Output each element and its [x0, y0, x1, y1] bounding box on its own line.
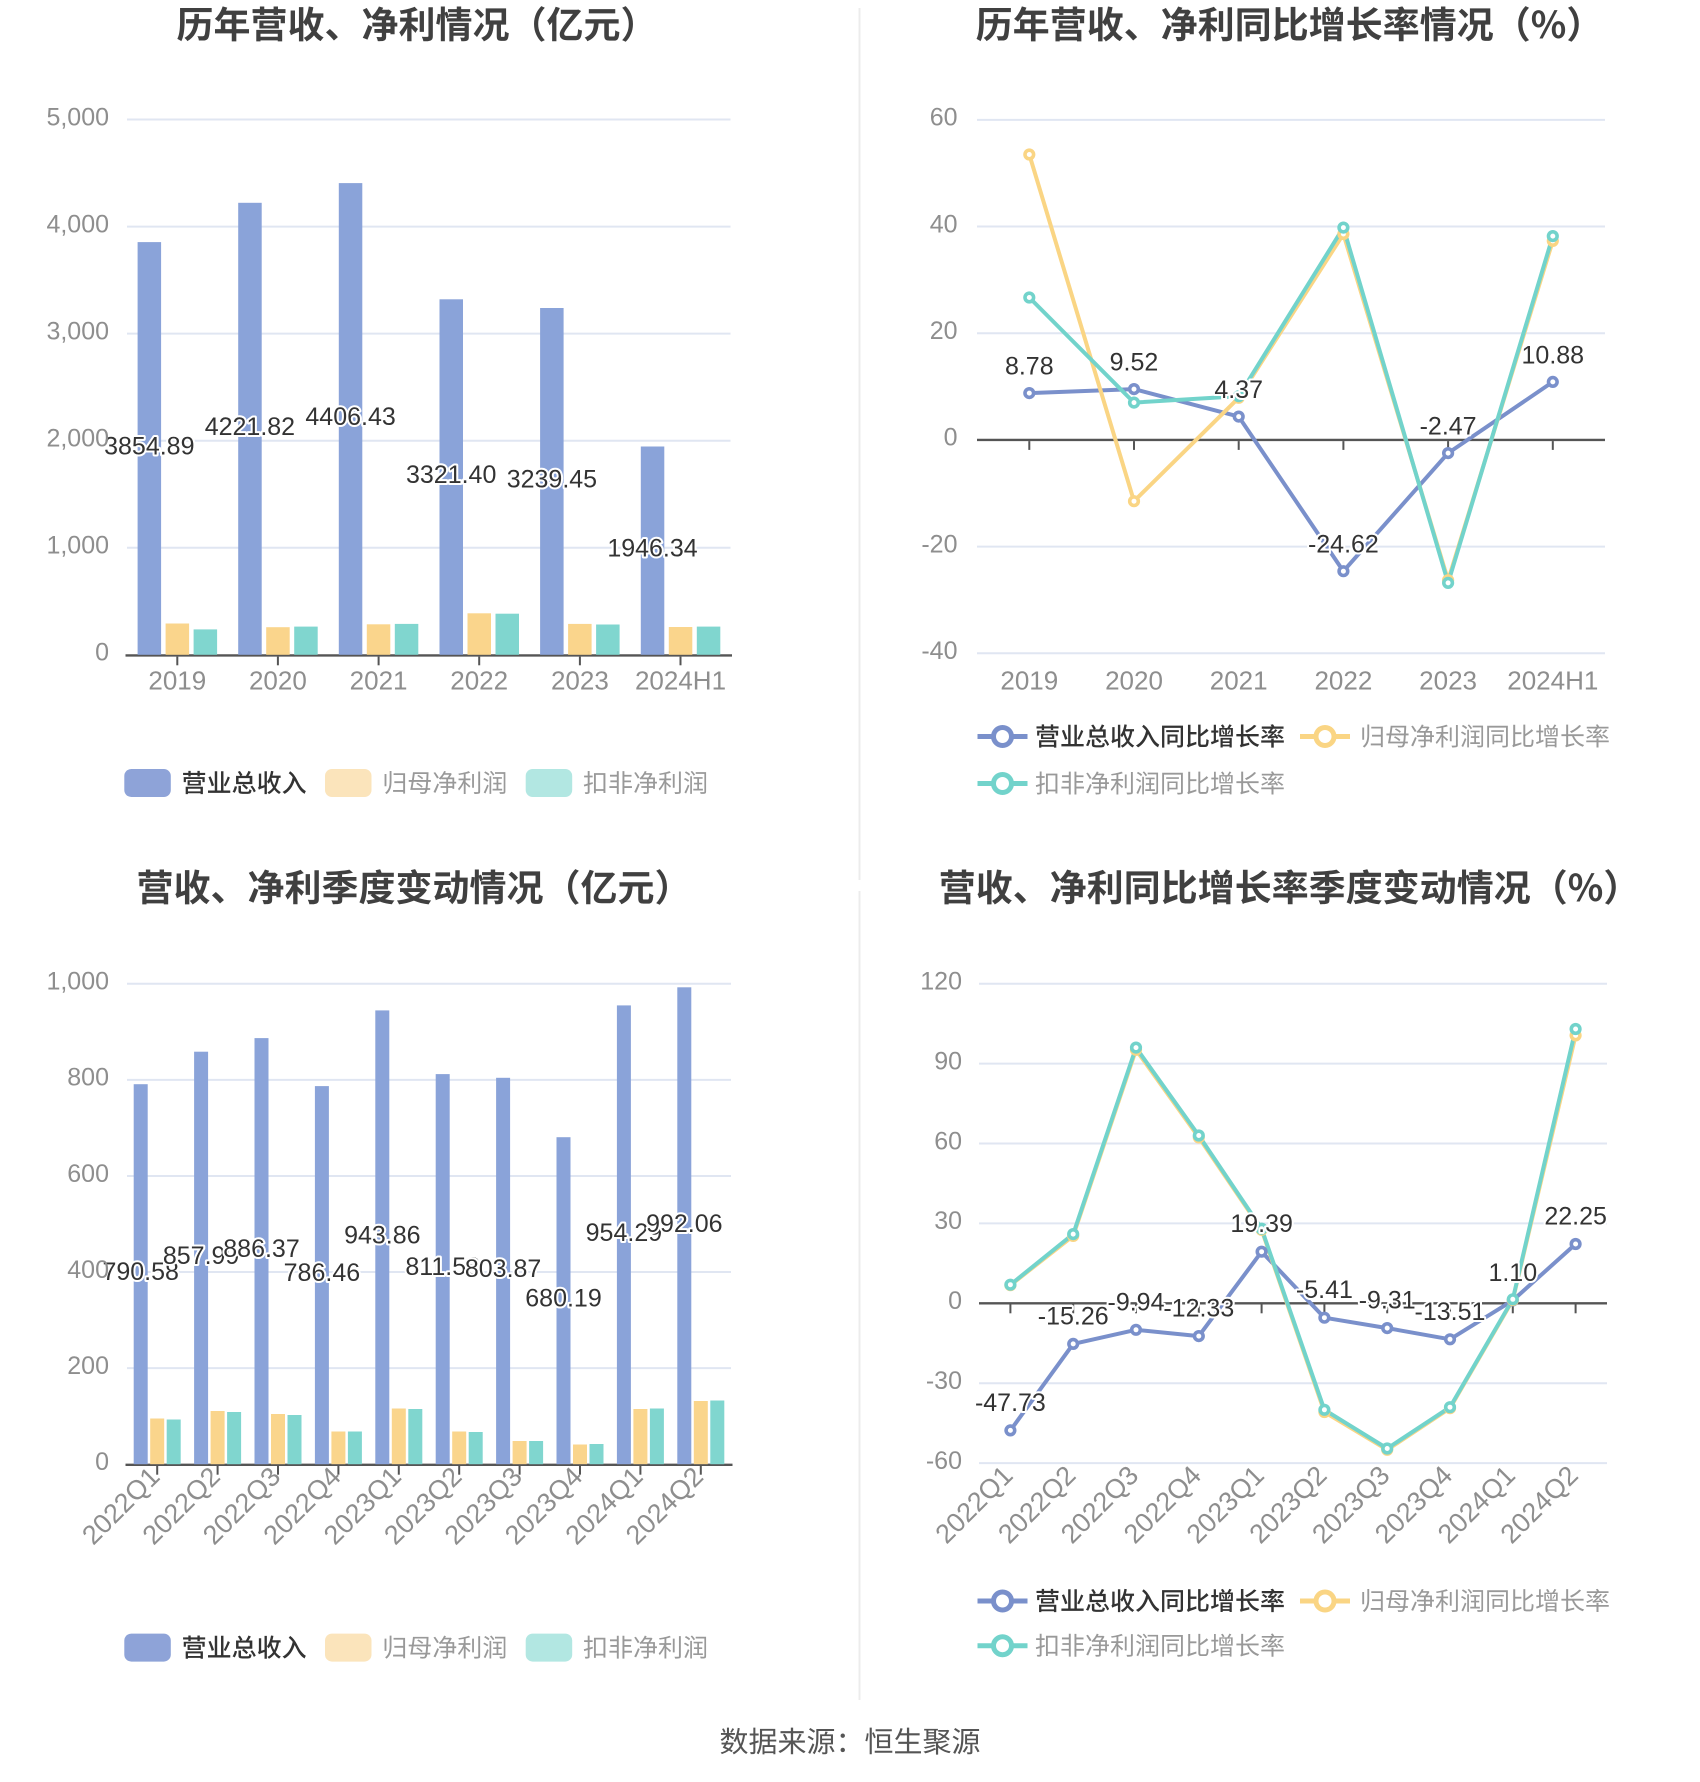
svg-text:0: 0: [95, 1448, 109, 1476]
svg-text:-40: -40: [921, 637, 957, 665]
svg-text:-24.62: -24.62: [1308, 531, 1379, 559]
svg-text:20: 20: [930, 317, 958, 345]
svg-text:803.87: 803.87: [465, 1255, 541, 1283]
svg-text:-30: -30: [926, 1367, 962, 1395]
svg-text:680.19: 680.19: [525, 1285, 601, 1313]
svg-text:-15.26: -15.26: [1038, 1302, 1109, 1330]
svg-text:857.99: 857.99: [163, 1242, 239, 1270]
svg-text:4.37: 4.37: [1214, 376, 1263, 404]
svg-text:3,000: 3,000: [46, 317, 109, 345]
svg-text:2019: 2019: [1000, 666, 1058, 696]
svg-text:2023: 2023: [551, 666, 609, 696]
svg-text:992.06: 992.06: [646, 1210, 722, 1238]
svg-text:-12.33: -12.33: [1163, 1295, 1234, 1323]
svg-text:-60: -60: [926, 1447, 962, 1475]
svg-text:19.39: 19.39: [1230, 1210, 1293, 1238]
svg-text:2022: 2022: [1314, 666, 1372, 696]
svg-text:2020: 2020: [1105, 666, 1163, 696]
svg-text:60: 60: [934, 1127, 962, 1155]
svg-text:2024H1: 2024H1: [635, 666, 726, 696]
svg-text:0: 0: [944, 424, 958, 452]
svg-text:22.25: 22.25: [1544, 1203, 1607, 1231]
svg-text:-9.31: -9.31: [1359, 1287, 1416, 1315]
svg-text:2024H1: 2024H1: [1507, 666, 1598, 696]
svg-text:2023: 2023: [1419, 666, 1477, 696]
svg-text:943.86: 943.86: [344, 1221, 420, 1249]
svg-text:-5.41: -5.41: [1296, 1276, 1353, 1304]
svg-text:2,000: 2,000: [46, 425, 109, 453]
svg-text:400: 400: [67, 1256, 109, 1284]
svg-text:1946.34: 1946.34: [607, 535, 697, 563]
svg-text:-47.73: -47.73: [975, 1389, 1046, 1417]
svg-text:40: 40: [930, 210, 958, 238]
svg-text:9.52: 9.52: [1110, 349, 1159, 377]
svg-text:3321.40: 3321.40: [406, 461, 496, 489]
svg-text:60: 60: [930, 104, 958, 132]
svg-text:5,000: 5,000: [46, 103, 109, 131]
svg-text:1.10: 1.10: [1488, 1259, 1537, 1287]
svg-text:4406.43: 4406.43: [305, 403, 395, 431]
svg-text:-9.94: -9.94: [1108, 1288, 1165, 1316]
svg-text:120: 120: [920, 968, 962, 996]
svg-text:4221.82: 4221.82: [205, 413, 295, 441]
svg-text:10.88: 10.88: [1522, 341, 1585, 369]
svg-text:3854.89: 3854.89: [104, 432, 194, 460]
svg-text:2021: 2021: [1210, 666, 1268, 696]
svg-text:954.29: 954.29: [586, 1219, 662, 1247]
svg-text:0: 0: [95, 639, 109, 667]
svg-text:886.37: 886.37: [223, 1235, 299, 1263]
svg-text:0: 0: [948, 1287, 962, 1315]
svg-text:-13.51: -13.51: [1415, 1298, 1486, 1326]
svg-text:1,000: 1,000: [46, 968, 109, 996]
svg-text:786.46: 786.46: [284, 1259, 360, 1287]
svg-text:2022: 2022: [450, 666, 508, 696]
svg-text:200: 200: [67, 1352, 109, 1380]
svg-text:1,000: 1,000: [46, 532, 109, 560]
svg-text:2021: 2021: [350, 666, 408, 696]
svg-text:2019: 2019: [148, 666, 206, 696]
svg-text:30: 30: [934, 1207, 962, 1235]
svg-text:-2.47: -2.47: [1420, 413, 1477, 441]
svg-text:811.58: 811.58: [405, 1253, 480, 1281]
svg-text:4,000: 4,000: [46, 210, 109, 238]
svg-text:-20: -20: [921, 530, 957, 558]
svg-text:800: 800: [67, 1064, 109, 1092]
svg-text:790.58: 790.58: [102, 1258, 178, 1286]
svg-text:8.78: 8.78: [1005, 353, 1054, 381]
svg-text:3239.45: 3239.45: [507, 465, 597, 493]
svg-text:2020: 2020: [249, 666, 307, 696]
svg-text:90: 90: [934, 1047, 962, 1075]
svg-text:600: 600: [67, 1160, 109, 1188]
